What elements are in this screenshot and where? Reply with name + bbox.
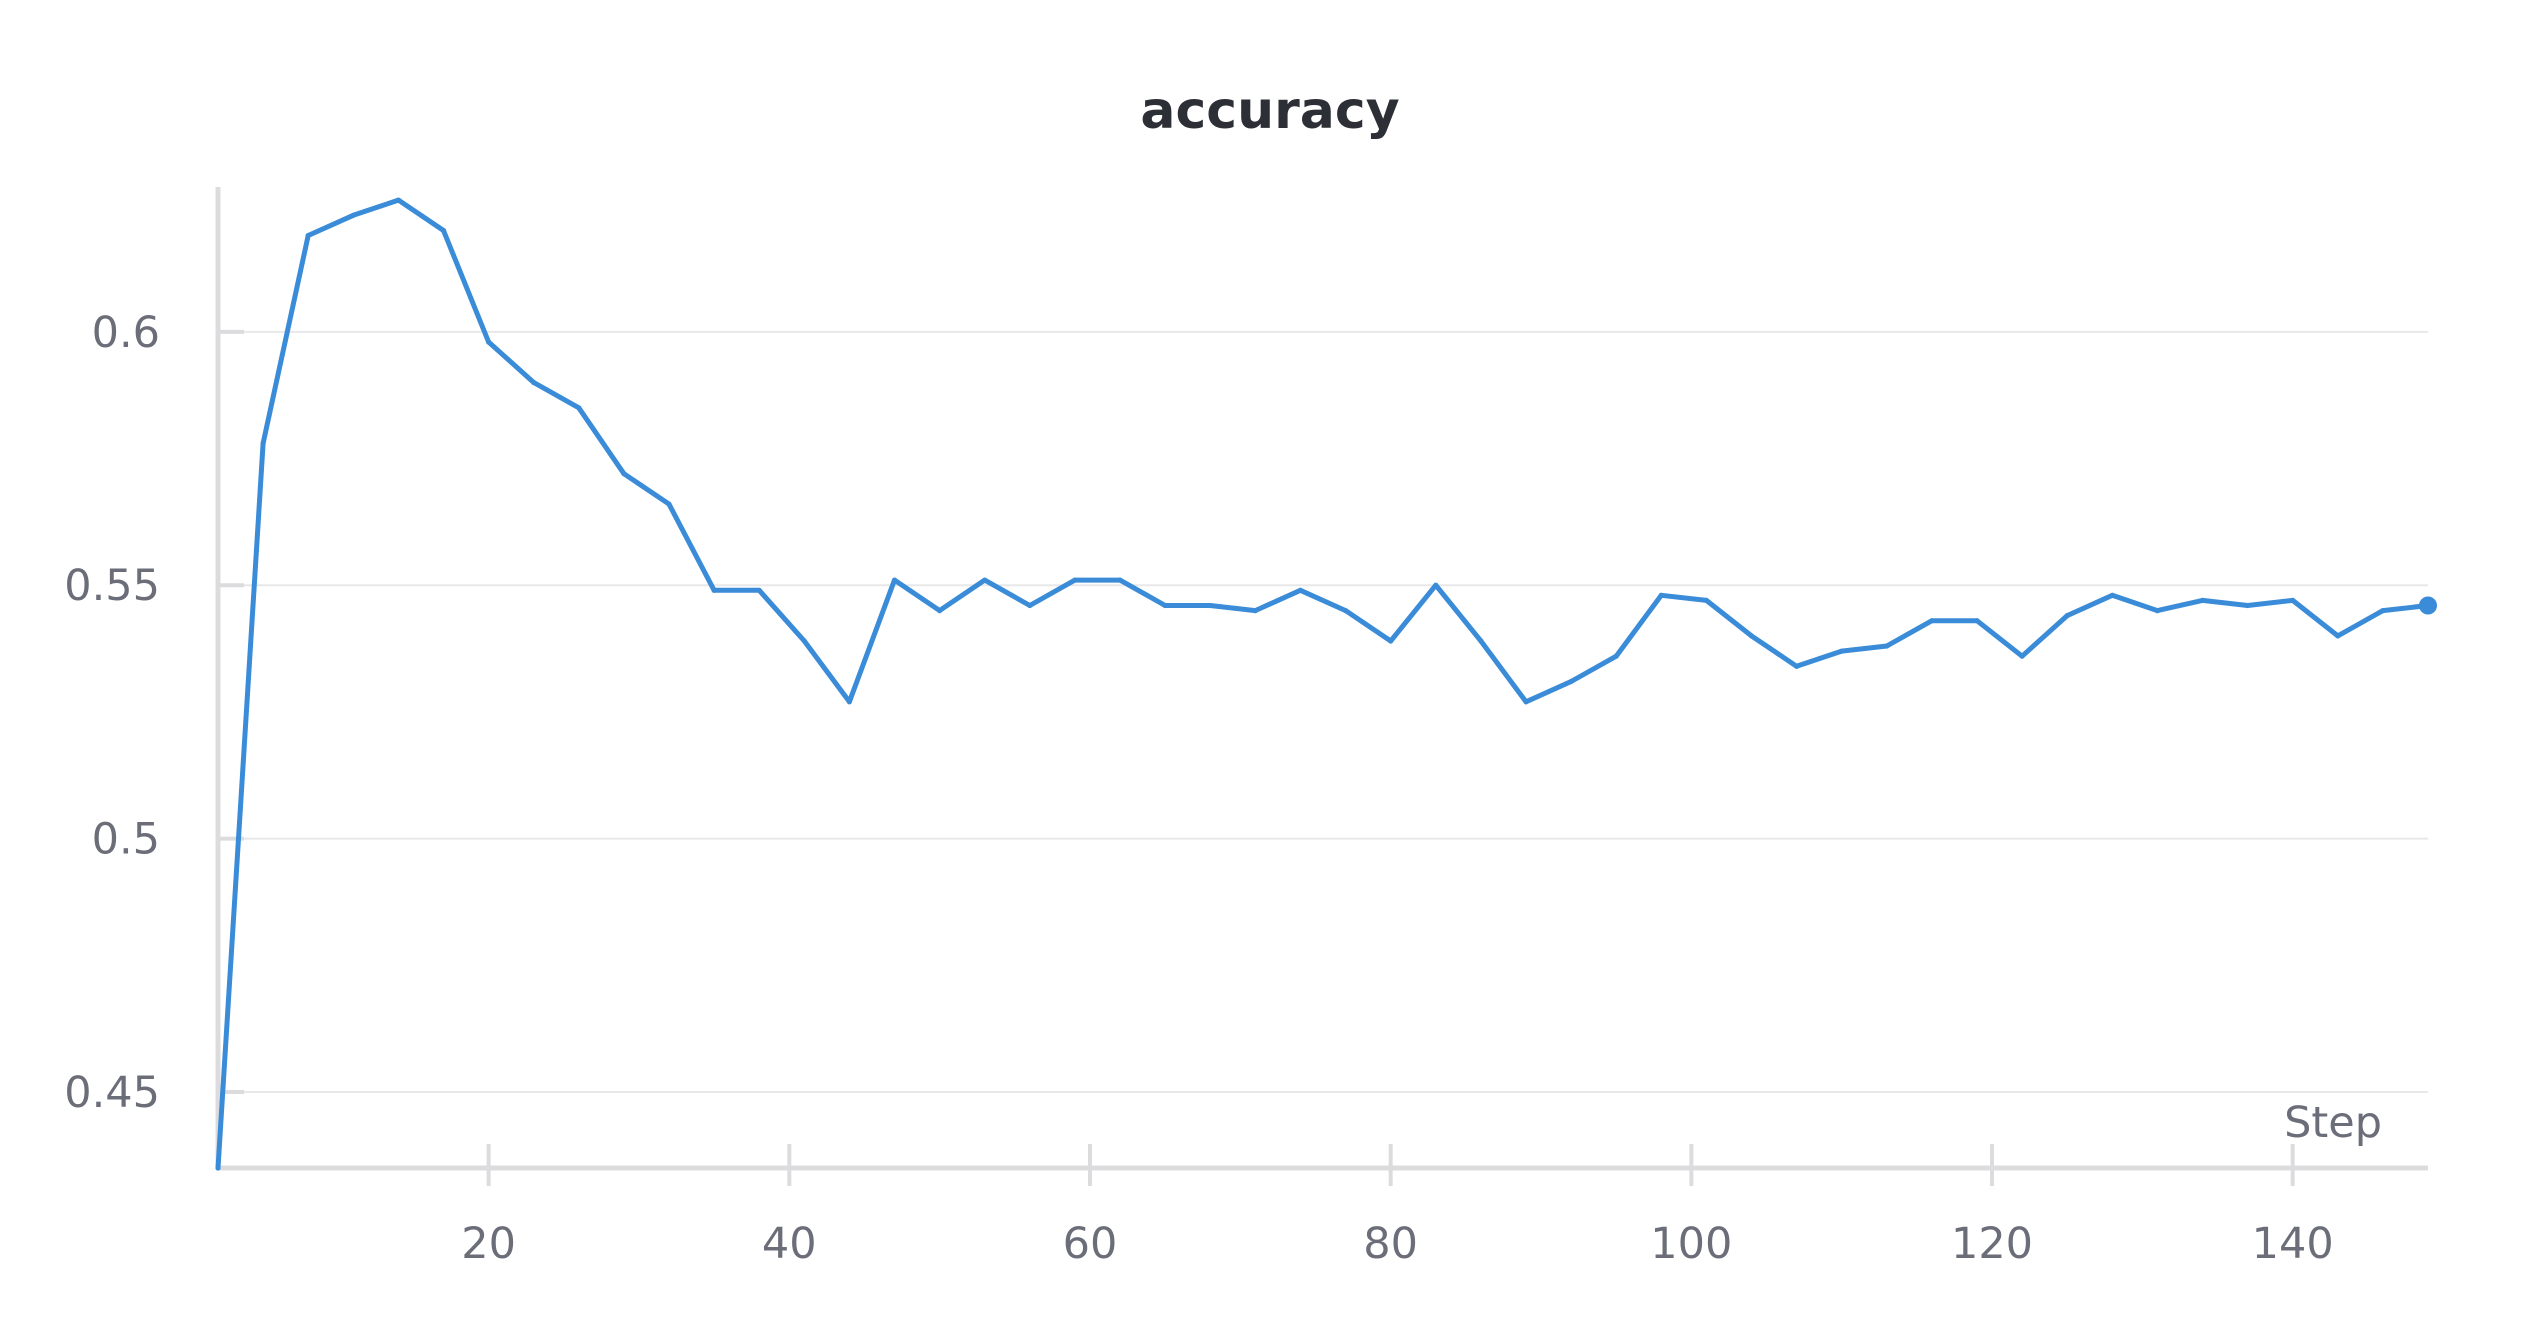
x-tick-label: 60 [1063, 1219, 1118, 1269]
y-tick-label: 0.5 [92, 815, 160, 865]
data-point [350, 212, 356, 218]
data-point [486, 339, 492, 345]
data-point [1027, 602, 1033, 609]
data-point [260, 440, 266, 446]
x-tick-label: 20 [461, 1219, 516, 1269]
data-point [440, 227, 447, 234]
data-point [1162, 602, 1168, 609]
data-point [2380, 608, 2386, 614]
data-point [2064, 613, 2070, 619]
chart-title: accuracy [1140, 81, 1399, 141]
data-point [1117, 577, 1123, 583]
data-point [1072, 577, 1078, 583]
data-point [215, 1165, 221, 1171]
data-point [1207, 602, 1213, 609]
data-point [2154, 608, 2160, 614]
data-point [1252, 608, 1258, 614]
data-point [891, 577, 898, 583]
x-tick-label: 40 [762, 1219, 817, 1269]
data-point [2109, 592, 2115, 598]
data-point [305, 232, 311, 239]
data-point [2290, 597, 2296, 604]
series-layer [215, 197, 2437, 1171]
data-point [531, 379, 537, 386]
data-point [1568, 678, 1574, 685]
data-point [711, 587, 717, 593]
data-point [1794, 663, 1800, 669]
data-point [846, 699, 853, 705]
data-point [1884, 643, 1890, 649]
data-point [756, 587, 762, 593]
y-axis-ticks: 0.45 0.5 0.55 0.6 [64, 308, 244, 1118]
y-tick-label: 0.55 [64, 561, 160, 611]
x-tick-label: 100 [1650, 1219, 1732, 1269]
data-point [1433, 582, 1439, 588]
x-tick-label: 120 [1951, 1219, 2033, 1269]
data-point [1839, 648, 1845, 654]
y-tick-label: 0.6 [92, 308, 160, 358]
data-point [2199, 597, 2206, 604]
data-point [1703, 597, 1709, 604]
x-axis-label: Step [2284, 1098, 2382, 1148]
axes [215, 187, 2428, 1171]
data-point [2019, 653, 2025, 659]
data-point [1613, 653, 1619, 659]
series-line [215, 197, 2431, 1171]
data-point [1974, 618, 1980, 624]
data-point [982, 577, 988, 583]
last-point-marker [2419, 596, 2437, 615]
x-tick-label: 140 [2252, 1219, 2334, 1269]
data-point [1343, 608, 1349, 614]
data-point [2245, 602, 2251, 609]
data-point [1658, 592, 1664, 598]
y-tick-label: 0.45 [64, 1068, 160, 1118]
data-point [1478, 638, 1484, 644]
data-point [666, 501, 672, 507]
x-tick-label: 80 [1363, 1219, 1418, 1269]
data-point [1297, 587, 1303, 593]
data-point [1929, 618, 1935, 624]
x-axis-ticks: 20 40 60 80 100 120 140 [461, 1144, 2334, 1269]
data-point [937, 608, 943, 614]
data-point [395, 197, 401, 203]
data-point [2335, 633, 2341, 639]
data-point [801, 638, 807, 644]
data-point [1388, 638, 1394, 644]
gridlines [218, 330, 2428, 1093]
data-point [1748, 633, 1755, 639]
data-point [576, 405, 582, 411]
data-point [1523, 699, 1529, 705]
data-point [621, 471, 627, 477]
